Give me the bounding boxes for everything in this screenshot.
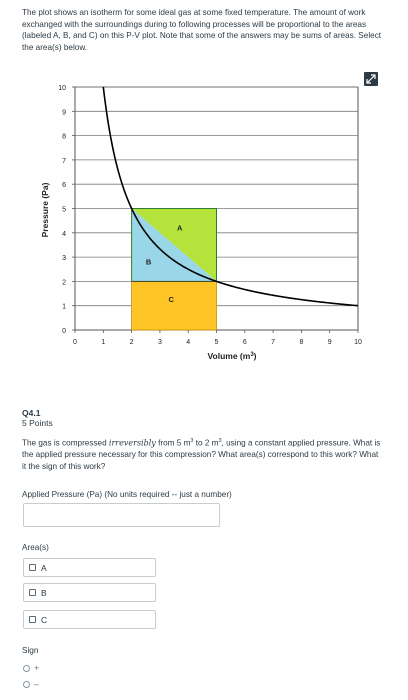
radio-icon[interactable] bbox=[23, 664, 30, 672]
checkbox-icon[interactable] bbox=[29, 589, 36, 596]
tick-layer: 0 1 2 3 4 5 6 7 8 9 10 0 1 2 3 4 5 6 7 8 9 10 bbox=[58, 85, 362, 346]
question-number: Q4.1 bbox=[22, 408, 41, 418]
region-layer: A B C bbox=[131, 208, 218, 331]
x-axis-label-text: Volume (m bbox=[207, 351, 250, 361]
checkbox-icon[interactable] bbox=[29, 564, 36, 571]
y-tick-label: 3 bbox=[62, 255, 66, 262]
question-points: 5 Points bbox=[22, 418, 53, 428]
x-tick-label: 3 bbox=[158, 339, 162, 346]
sign-label: Sign bbox=[22, 646, 39, 655]
pressure-field-label: Applied Pressure (Pa) (No units required… bbox=[22, 490, 232, 499]
x-tick-label: 9 bbox=[328, 339, 332, 346]
checkbox-icon[interactable] bbox=[29, 616, 36, 623]
x-tick-label: 0 bbox=[73, 339, 77, 346]
radio-icon[interactable] bbox=[23, 680, 30, 688]
question-text-pre: The gas is compressed bbox=[22, 438, 109, 448]
superscript-from: 3 bbox=[190, 438, 194, 444]
isotherm-curve bbox=[102, 86, 359, 307]
x-tick-label: 7 bbox=[271, 339, 275, 346]
area-option-label: B bbox=[41, 587, 47, 598]
x-tick-label: 2 bbox=[130, 339, 134, 346]
x-tick-label: 4 bbox=[186, 339, 190, 346]
area-option-b[interactable]: B bbox=[23, 583, 156, 602]
pressure-input[interactable] bbox=[23, 503, 220, 527]
question-text-to: to 2 m bbox=[193, 438, 219, 448]
intro-text: The plot shows an isotherm for some idea… bbox=[22, 8, 382, 52]
x-tick-label: 1 bbox=[101, 339, 105, 346]
question-text-from: from 5 m bbox=[155, 438, 191, 448]
sign-option-label: + bbox=[34, 663, 40, 673]
region-label-b: B bbox=[146, 257, 152, 266]
x-tick-label: 5 bbox=[215, 339, 219, 346]
y-tick-label: 7 bbox=[62, 158, 66, 165]
x-axis-label-superscript: 3 bbox=[250, 352, 254, 358]
curve-layer bbox=[102, 86, 359, 307]
y-tick-label: 5 bbox=[62, 207, 66, 214]
x-axis-label: Volume (m3) bbox=[207, 351, 256, 361]
region-c bbox=[131, 281, 217, 330]
area-option-label: C bbox=[41, 614, 48, 625]
x-tick-label: 6 bbox=[243, 339, 247, 346]
superscript-to: 3 bbox=[218, 438, 222, 444]
y-tick-label: 1 bbox=[62, 304, 66, 311]
region-b bbox=[131, 208, 217, 282]
y-axis-label: Pressure (Pa) bbox=[40, 182, 50, 237]
sign-option-plus[interactable]: + bbox=[23, 663, 39, 673]
x-tick-label: 10 bbox=[354, 339, 362, 346]
y-tick-label: 8 bbox=[62, 134, 66, 141]
areas-label: Area(s) bbox=[22, 543, 49, 552]
y-tick-label: 2 bbox=[62, 279, 66, 286]
pv-plot-svg: A B C 0 1 2 3 4 5 6 7 8 9 10 0 1 2 3 4 5 6 7 8 9 10 Pressure (P… bbox=[40, 72, 378, 361]
y-tick-label: 4 bbox=[62, 231, 66, 238]
question-text-irreversibly: irreversibly bbox=[108, 438, 156, 448]
y-tick-label: 9 bbox=[62, 109, 66, 116]
y-tick-label: 0 bbox=[62, 328, 66, 335]
expand-icon[interactable] bbox=[364, 72, 378, 86]
question-text: The gas is compressed irreversibly from … bbox=[22, 436, 382, 472]
area-option-label: A bbox=[41, 562, 47, 573]
pv-plot: A B C 0 1 2 3 4 5 6 7 8 9 10 0 1 2 3 4 5 6 7 8 9 10 Pressure (P… bbox=[40, 72, 378, 361]
question-text-post: , using a constant applied pressure. Wha… bbox=[22, 438, 381, 471]
x-axis-label-paren: ) bbox=[254, 351, 257, 361]
sign-option-label: – bbox=[34, 679, 40, 689]
area-option-c[interactable]: C bbox=[23, 610, 156, 629]
y-tick-label: 6 bbox=[62, 182, 66, 189]
x-tick-label: 8 bbox=[299, 339, 303, 346]
y-tick-label: 10 bbox=[58, 85, 66, 92]
region-label-a: A bbox=[177, 223, 183, 232]
area-option-a[interactable]: A bbox=[23, 558, 156, 577]
region-label-c: C bbox=[169, 295, 175, 304]
sign-option-minus[interactable]: – bbox=[23, 679, 39, 689]
